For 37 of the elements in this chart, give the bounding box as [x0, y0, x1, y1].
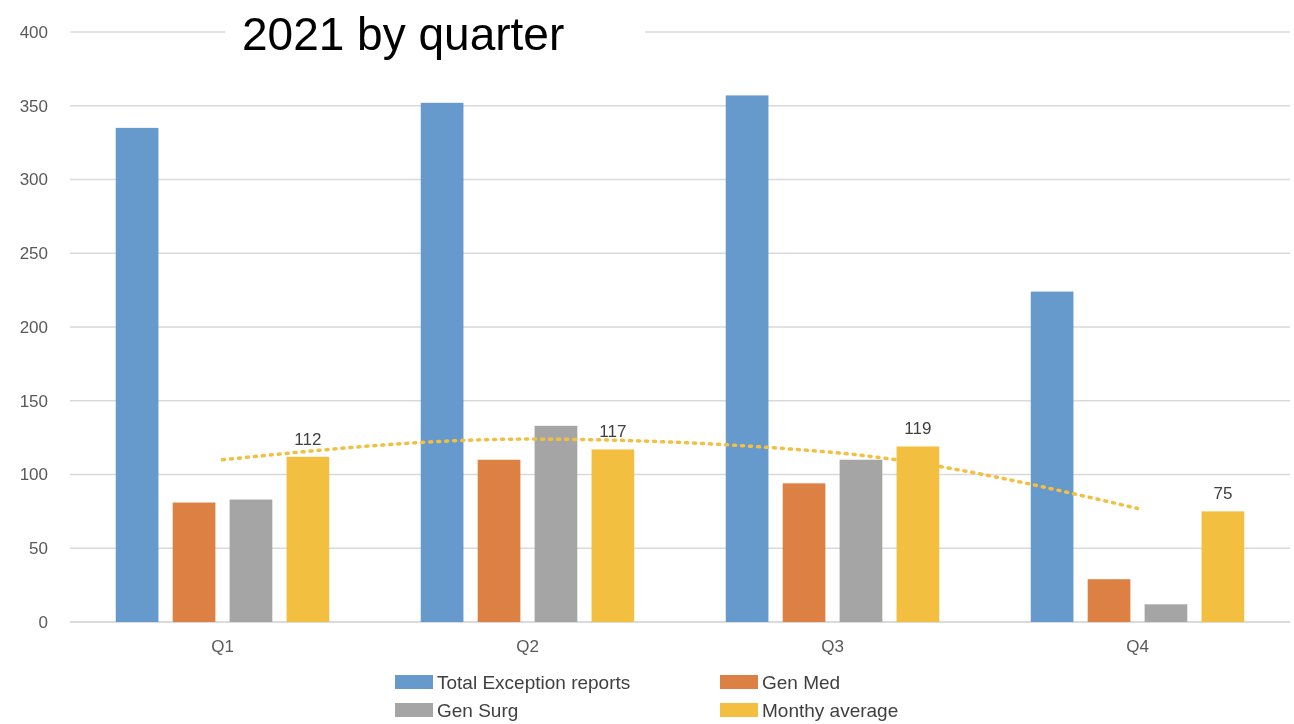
- y-tick-label: 250: [19, 244, 48, 264]
- x-tick-label: Q1: [211, 637, 234, 656]
- bar: [1087, 579, 1131, 622]
- bar: [1030, 291, 1074, 622]
- data-label: 119: [904, 419, 932, 439]
- y-tick-label: 150: [19, 391, 48, 411]
- bar: [286, 456, 330, 622]
- x-tick-label: Q4: [1126, 637, 1149, 656]
- legend-label: Gen Med: [762, 671, 841, 693]
- bar: [172, 502, 216, 622]
- bar: [1201, 511, 1245, 622]
- y-tick-label: 200: [19, 317, 48, 337]
- bar: [839, 459, 883, 622]
- bar: [229, 499, 273, 622]
- data-label: 112: [294, 429, 322, 449]
- bar: [115, 127, 159, 622]
- y-tick-label: 350: [19, 96, 48, 116]
- bar: [534, 425, 578, 622]
- bar: [725, 95, 769, 622]
- legend-label: Monthy average: [762, 699, 899, 721]
- bar: [782, 483, 826, 622]
- data-label: 75: [1213, 484, 1233, 504]
- chart-title: 2021 by quarter: [242, 8, 565, 60]
- legend-label: Gen Surg: [437, 699, 519, 721]
- y-tick-label: 300: [19, 170, 48, 190]
- bar: [477, 459, 521, 622]
- y-tick-label: 0: [38, 612, 48, 632]
- y-tick-label: 100: [19, 465, 48, 485]
- bar: [1144, 604, 1188, 622]
- x-tick-label: Q2: [516, 637, 539, 656]
- bar: [591, 449, 635, 622]
- x-tick-label: Q3: [821, 637, 844, 656]
- data-label: 117: [599, 422, 627, 442]
- legend-label: Total Exception reports: [437, 671, 631, 693]
- bar: [420, 102, 464, 622]
- y-tick-label: 50: [29, 539, 48, 559]
- y-tick-label: 400: [19, 22, 48, 42]
